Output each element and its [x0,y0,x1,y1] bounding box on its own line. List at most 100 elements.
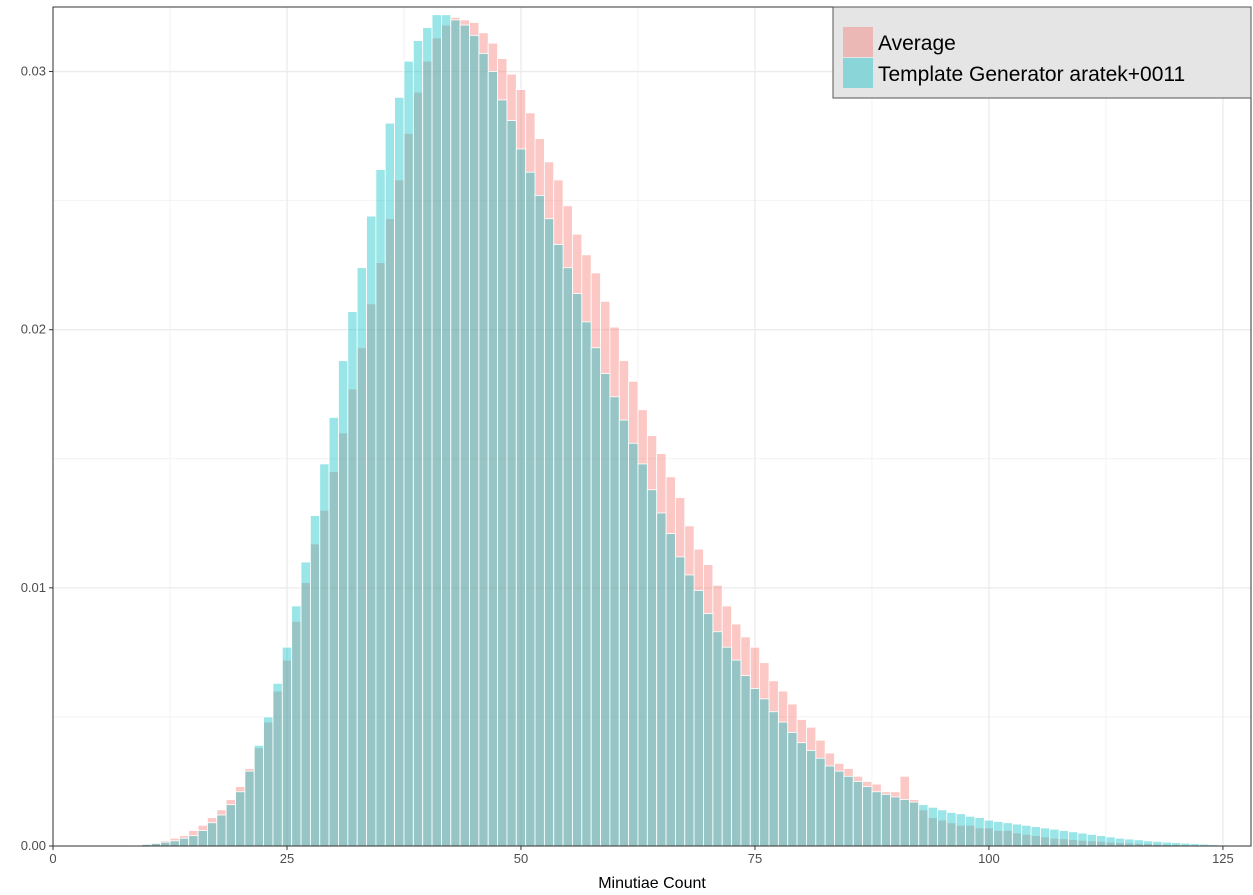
x-axis-title: Minutiae Count [598,875,706,892]
histogram-bar [431,14,442,847]
histogram-bar [777,721,789,847]
x-tick-label: 125 [1212,851,1234,866]
histogram-bar [188,835,199,847]
histogram-bar [581,321,592,847]
histogram-bar [253,744,264,847]
histogram-bar [862,786,873,847]
histogram-bar [787,732,798,847]
histogram-bar [890,796,901,847]
histogram-bar [590,347,601,847]
histogram-bar [216,814,227,847]
histogram-bar [1105,836,1116,847]
y-tick-label: 0.01 [21,580,46,595]
histogram-bar [300,561,311,847]
histogram-bar [824,765,835,847]
histogram-bar [796,742,807,847]
histogram-bar [983,819,995,847]
series-average-bars [122,16,1247,847]
histogram-bar [834,770,845,847]
histogram-bar [469,34,480,847]
histogram-bar [637,463,648,847]
histogram-bar [347,311,358,847]
histogram-bar [965,815,976,847]
histogram-bar [721,646,732,847]
histogram-bar [1152,840,1163,847]
histogram-bar [525,171,536,847]
histogram-bar [628,442,639,847]
histogram-bar [693,590,704,847]
histogram-bar [356,267,367,847]
histogram-bar [1021,824,1032,847]
histogram-bar [1030,826,1041,847]
histogram-bar [319,463,330,847]
histogram-bar [1124,838,1135,847]
histogram-bar [450,19,461,847]
y-tick-label: 0.02 [21,322,46,337]
histogram-bar [225,804,236,847]
histogram-bar [1114,837,1126,847]
histogram-bar [366,215,377,847]
plot-background [53,7,1251,846]
histogram-bar [244,770,255,847]
histogram-bar [272,682,283,847]
histogram-bar [609,396,620,847]
histogram-bar [946,812,957,847]
histogram-bar [207,822,218,847]
x-tick-label: 100 [978,851,1000,866]
histogram-bar [309,515,321,847]
histogram-bar [394,96,405,847]
histogram-bar [281,646,293,847]
histogram-bar [572,293,583,847]
x-axis-tick-labels: 0 25 50 75 100 125 [49,851,1233,866]
histogram-bar [815,757,826,847]
histogram-bar [852,781,863,847]
histogram-bar [197,830,208,847]
histogram-bar [618,419,630,847]
histogram-bar [1049,828,1060,847]
y-tick-label: 0.00 [21,838,46,853]
histogram-bar [1142,840,1154,847]
histogram-bar [459,24,470,847]
legend-label-template-generator: Template Generator aratek+0011 [878,63,1185,86]
histogram-bar [263,716,274,847]
x-tick-label: 75 [748,851,762,866]
histogram-bar [478,53,489,847]
histogram-bar [937,809,948,847]
histogram-bar [1002,822,1013,847]
histogram-bar [403,60,414,847]
histogram-bar [178,837,190,847]
histogram-bar [384,122,396,847]
legend: Average Template Generator aratek+0011 [832,6,1252,99]
histogram-bar [328,417,339,847]
legend-box [832,6,1252,99]
x-tick-label: 0 [49,851,56,866]
histogram-bar [338,360,349,847]
histogram-bar [656,512,667,847]
histogram-bar [487,71,498,847]
plot-border [52,6,1252,847]
histogram-bar [684,574,695,847]
histogram-bar [412,40,424,847]
histogram-bar [899,799,910,847]
histogram-bar [703,613,714,847]
histogram-bar [974,817,985,847]
histogram-bar [908,801,920,847]
histogram-bar [871,791,882,847]
legend-key-template-generator [843,58,873,88]
histogram-bar [955,813,966,847]
histogram-bar [1058,830,1069,847]
histogram-bar [441,14,452,847]
histogram-bar [674,556,686,847]
histogram-bar [1077,832,1088,847]
histogram-bar [749,688,761,847]
histogram-bar [993,821,1004,847]
y-axis-tick-labels: 0.00 0.01 0.02 0.03 [21,64,46,853]
histogram-bar [553,244,564,847]
histogram-bar [806,750,817,847]
histogram-bar [918,804,929,847]
histogram-bar [515,148,527,847]
histogram-bar [562,267,573,847]
x-tick-label: 50 [514,851,528,866]
histogram-bar [880,793,892,847]
